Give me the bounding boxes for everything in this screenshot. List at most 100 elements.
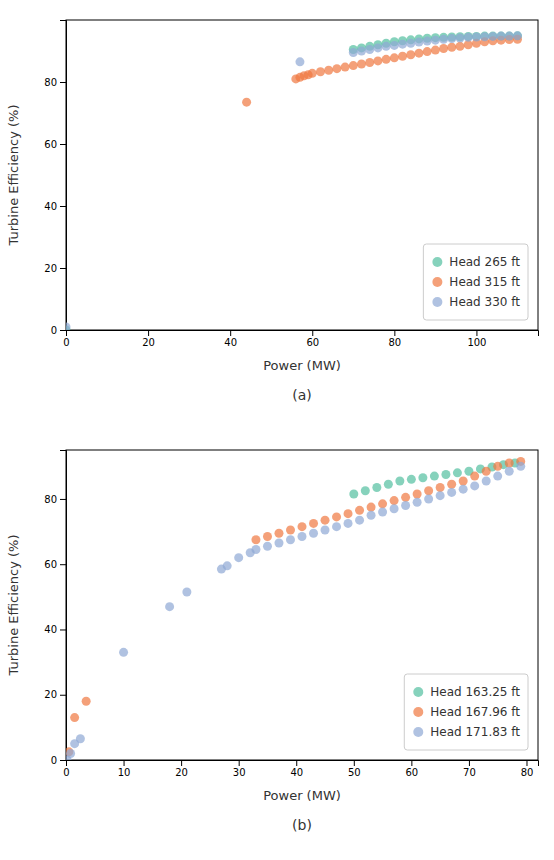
x-tick: 0: [63, 760, 69, 778]
point: [414, 49, 423, 58]
y-tick: 40: [44, 201, 66, 212]
point: [355, 516, 364, 525]
y-axis: 0 20 40 60 80: [44, 21, 66, 336]
point: [423, 37, 432, 46]
x-tick-label: 0: [63, 337, 69, 348]
point: [505, 459, 514, 468]
point: [398, 52, 407, 61]
x-tick: 20: [175, 760, 188, 778]
point: [447, 488, 456, 497]
point: [263, 542, 272, 551]
point: [378, 499, 387, 508]
x-tick-mark: [239, 760, 240, 766]
points: [66, 457, 525, 760]
point: [406, 50, 415, 59]
point: [456, 42, 465, 51]
x-tick: 50: [348, 760, 361, 778]
x-tick-mark: [354, 760, 355, 766]
x-tick-mark: [394, 330, 395, 336]
point: [321, 525, 330, 534]
point: [453, 468, 462, 477]
legend-label: Head 265 ft: [449, 255, 520, 269]
y-tick: 40: [44, 624, 66, 635]
x-tick-label: 80: [388, 337, 401, 348]
legend-swatch: [432, 257, 442, 267]
y-tick-label: 40: [44, 624, 57, 635]
point: [505, 467, 514, 476]
legend-item: Head 171.83 ft: [413, 725, 520, 739]
panel-title: (a): [292, 387, 312, 403]
x-tick-label: 20: [142, 337, 155, 348]
point: [407, 475, 416, 484]
point: [324, 66, 333, 75]
point: [367, 503, 376, 512]
x-tick-label: 70: [463, 767, 476, 778]
point: [82, 697, 91, 706]
x-tick-label: 40: [224, 337, 237, 348]
point: [395, 477, 404, 486]
point: [456, 33, 465, 42]
point: [295, 57, 304, 66]
point: [424, 494, 433, 503]
point: [439, 44, 448, 53]
point: [406, 39, 415, 48]
point: [263, 532, 272, 541]
y-tick-mark: [60, 760, 66, 761]
point: [372, 483, 381, 492]
x-tick-label: 20: [175, 767, 188, 778]
y-tick-mark: [60, 82, 66, 83]
y-tick-mark: [60, 629, 66, 630]
point: [431, 46, 440, 55]
y-tick: 20: [44, 689, 66, 700]
x-axis-line: [67, 761, 539, 767]
y-tick-label: 0: [51, 755, 57, 766]
point: [482, 467, 491, 476]
y-tick: 60: [44, 139, 66, 150]
y-tick: 0: [51, 755, 66, 766]
panel-title: (b): [292, 817, 312, 833]
point: [505, 32, 514, 41]
y-tick-label: 60: [44, 559, 57, 570]
y-tick-label: 0: [51, 325, 57, 336]
y-tick: 80: [44, 77, 66, 88]
x-tick-label: 40: [290, 767, 303, 778]
point: [464, 32, 473, 41]
x-tick-mark: [230, 330, 231, 336]
point: [332, 522, 341, 531]
y-tick-mark: [60, 330, 66, 331]
point: [390, 496, 399, 505]
point: [401, 501, 410, 510]
point: [341, 63, 350, 72]
x-tick-mark: [181, 760, 182, 766]
legend-label: Head 167.96 ft: [430, 705, 520, 719]
x-tick: 40: [224, 330, 237, 348]
point: [373, 43, 382, 52]
point: [480, 32, 489, 41]
panel: 020406080100020406080Power (MW)Turbine E…: [6, 20, 539, 403]
legend-box: [423, 244, 528, 320]
legend-swatch: [432, 297, 442, 307]
y-tick: 20: [44, 263, 66, 274]
point: [344, 519, 353, 528]
x-tick-label: 80: [521, 767, 534, 778]
point: [357, 60, 366, 69]
y-axis-title: Turbine Efficiency (%): [6, 104, 21, 246]
point: [309, 529, 318, 538]
legend-swatch: [413, 687, 423, 697]
point: [413, 490, 422, 499]
point: [470, 472, 479, 481]
series: [66, 31, 522, 330]
point: [423, 47, 432, 56]
x-tick: 80: [521, 760, 534, 778]
x-tick-label: 60: [405, 767, 418, 778]
x-tick-mark: [296, 760, 297, 766]
point: [76, 734, 85, 743]
y-tick: 60: [44, 559, 66, 570]
legend-swatch: [413, 727, 423, 737]
legend: Head 265 ftHead 315 ftHead 330 ft: [423, 244, 528, 320]
point: [464, 33, 473, 42]
series: [242, 35, 522, 107]
x-tick-mark: [312, 330, 313, 336]
legend: Head 163.25 ftHead 167.96 ftHead 171.83 …: [404, 674, 528, 750]
x-axis-title: Power (MW): [263, 788, 341, 803]
